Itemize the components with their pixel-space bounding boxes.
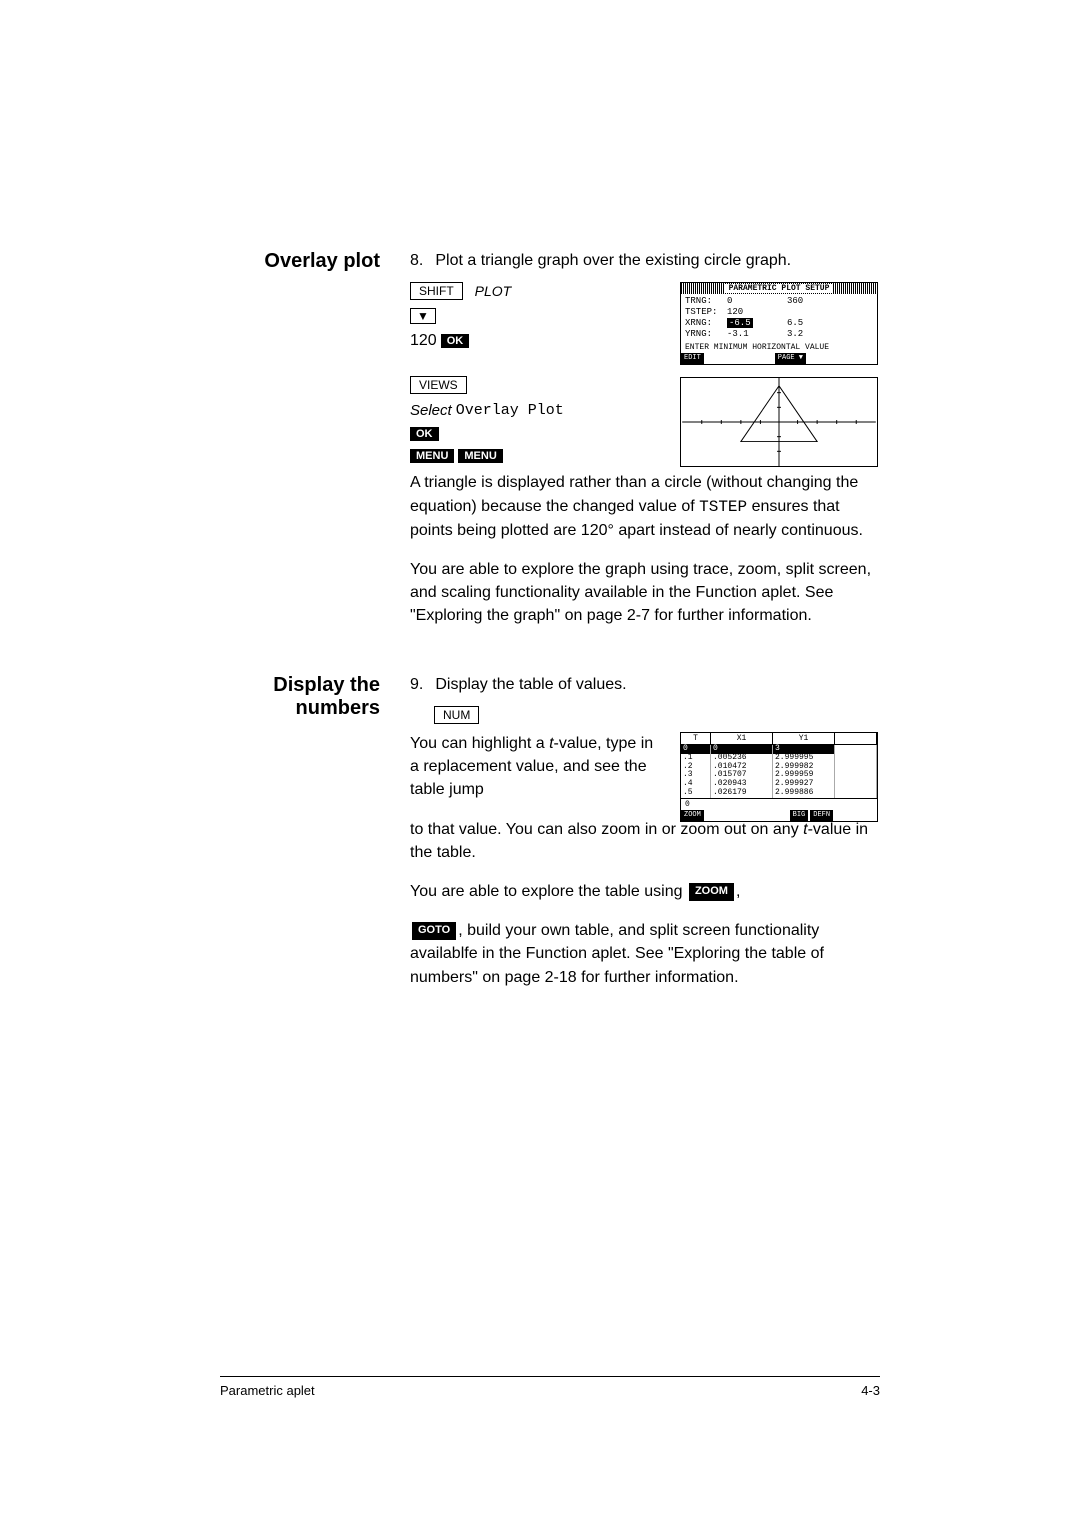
table-header-x1: X1: [711, 733, 773, 744]
step-number-9: 9.: [410, 674, 423, 696]
section-title-overlay: Overlay plot: [220, 250, 380, 273]
numbers-paragraph-3: GOTO, build your own table, and split sc…: [410, 919, 880, 989]
key-sequence-120: 120 OK: [410, 332, 660, 350]
footer-left: Parametric aplet: [220, 1383, 315, 1398]
tr5-x: .026179: [711, 789, 773, 798]
yrng-v1: -3.1: [727, 329, 787, 340]
ok-softkey-2: OK: [410, 427, 439, 441]
step-8: 8. Plot a triangle graph over the existi…: [410, 250, 880, 272]
table-input-line: 0: [681, 798, 877, 810]
numbers-paragraph-1-part: You can highlight a t-value, type in a r…: [410, 732, 660, 802]
triangle-graph-screen: [680, 377, 878, 467]
table-header-t: T: [681, 733, 711, 744]
key-sequence-num: NUM: [434, 706, 880, 724]
plot-label: PLOT: [475, 283, 512, 299]
table-header-y1: Y1: [773, 733, 835, 744]
numeric-table-screen: T X1 Y1 003 .1.0052362.999995 .2.0104722…: [680, 732, 878, 822]
page-softkey: PAGE ▼: [775, 353, 806, 364]
ok-softkey-1: OK: [441, 334, 470, 348]
step-9: 9. Display the table of values.: [410, 674, 880, 696]
views-key: VIEWS: [410, 376, 467, 394]
p2a: You are able to explore the table using: [410, 883, 687, 900]
step-text-9: Display the table of values.: [435, 674, 626, 696]
overlay-paragraph-2: You are able to explore the graph using …: [410, 558, 880, 628]
plot-setup-screen: PARAMETRIC PLOT SETUP TRNG:0360 TSTEP:12…: [680, 282, 878, 364]
trng-v2: 360: [787, 296, 803, 307]
shift-key: SHIFT: [410, 282, 463, 300]
tstep-v1: 120: [727, 307, 787, 318]
tr5-y: 2.999886: [773, 789, 835, 798]
edit-softkey: EDIT: [681, 353, 704, 364]
trng-label: TRNG:: [685, 296, 727, 307]
tstep-label: TSTEP:: [685, 307, 727, 318]
key-sequence-select-overlay: Select Overlay Plot: [410, 402, 660, 419]
zoom-inline: ZOOM: [689, 883, 734, 901]
p3: , build your own table, and split screen…: [410, 922, 824, 985]
xrng-label: XRNG:: [685, 318, 727, 329]
key-sequence-down: ▼: [410, 308, 660, 324]
trng-v1: 0: [727, 296, 787, 307]
key-sequence-ok2: OK: [410, 427, 660, 441]
select-label: Select: [410, 402, 452, 419]
num-key: NUM: [434, 706, 479, 724]
para1-tstep: TSTEP: [699, 498, 747, 516]
goto-inline: GOTO: [412, 922, 456, 940]
xrng-v1: -6.5: [727, 318, 753, 328]
p2b: ,: [736, 883, 740, 900]
menu-softkey-1: MENU: [410, 449, 454, 463]
step-number: 8.: [410, 250, 423, 272]
numbers-paragraph-1-cont: to that value. You can also zoom in or z…: [410, 818, 880, 864]
footer-right: 4-3: [861, 1383, 880, 1398]
plot-setup-prompt: ENTER MINIMUM HORIZONTAL VALUE: [681, 342, 877, 353]
step-text: Plot a triangle graph over the existing …: [435, 250, 791, 272]
plot-setup-title: PARAMETRIC PLOT SETUP: [725, 284, 834, 293]
down-arrow-key: ▼: [410, 308, 436, 324]
yrng-v2: 3.2: [787, 329, 803, 340]
value-120: 120: [410, 332, 437, 350]
key-sequence-shift-plot: SHIFT PLOT: [410, 282, 660, 300]
key-sequence-views: VIEWS: [410, 376, 660, 394]
overlay-plot-text: Overlay Plot: [456, 402, 564, 419]
p1a: You can highlight a: [410, 735, 549, 752]
section-title-display-numbers: Display the numbers: [220, 674, 380, 720]
numbers-paragraph-2: You are able to explore the table using …: [410, 880, 880, 903]
menu-softkey-2: MENU: [458, 449, 502, 463]
yrng-label: YRNG:: [685, 329, 727, 340]
tr5-t: .5: [681, 789, 711, 798]
overlay-paragraph-1: A triangle is displayed rather than a ci…: [410, 471, 880, 542]
p1-cont: to that value. You can also zoom in or z…: [410, 821, 803, 838]
key-sequence-menu: MENU MENU: [410, 449, 660, 463]
xrng-v2: 6.5: [787, 318, 803, 329]
